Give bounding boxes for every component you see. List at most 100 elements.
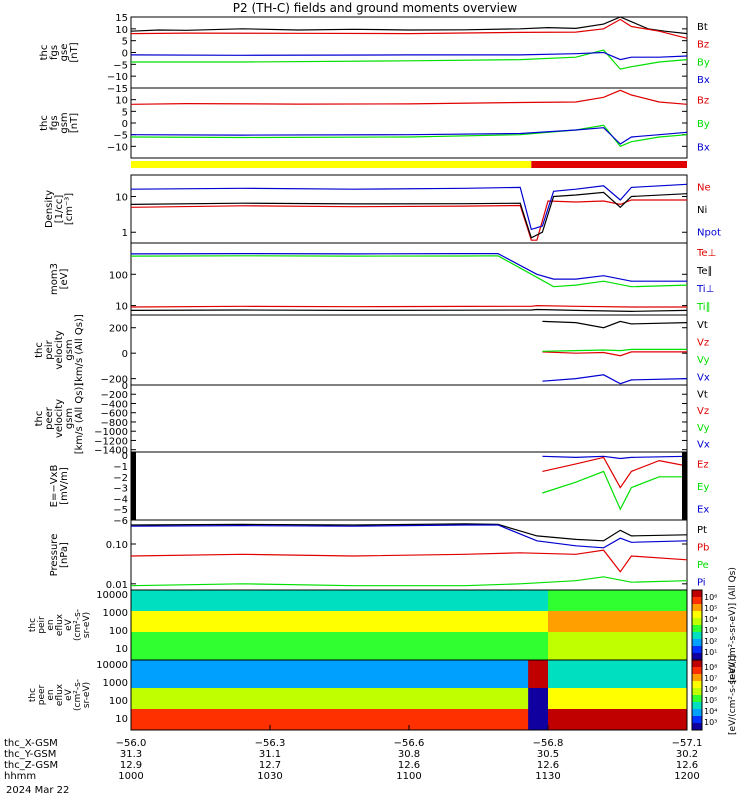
y-axis-label: en — [46, 619, 56, 630]
spectrogram-cell — [548, 625, 569, 633]
spectrogram-cell — [627, 632, 648, 640]
spectrogram-cell — [289, 660, 311, 668]
spectrogram-cell — [329, 590, 350, 598]
x-axis-row-label: thc_Z-GSM — [4, 760, 58, 771]
spectrogram-cell — [428, 604, 450, 612]
spectrogram-cell — [567, 716, 589, 724]
legend-entry: Vx — [697, 440, 710, 451]
series-line — [130, 523, 688, 542]
spectrogram-cell — [428, 667, 450, 675]
spectrogram-cell — [607, 618, 628, 626]
spectrogram-cell — [329, 709, 350, 717]
spectrogram-cell — [468, 681, 489, 689]
spectrogram-cell — [289, 716, 311, 724]
spectrogram-cell — [150, 709, 172, 717]
spectrogram-cell — [647, 604, 668, 612]
y-tick-label: −400 — [101, 399, 128, 410]
spectrogram-cell — [567, 604, 589, 612]
mode-bar-segment — [131, 161, 532, 168]
legend-entry: Vz — [697, 406, 709, 417]
spectrogram-cell — [409, 723, 430, 731]
spectrogram-cell — [528, 723, 549, 731]
spectrogram-cell — [409, 688, 430, 696]
spectrogram-cell — [607, 611, 628, 619]
series-line — [130, 199, 687, 241]
x-tick-label: 12.7 — [259, 760, 281, 771]
spectrogram-cell — [190, 674, 211, 682]
y-tick-label: −2 — [113, 473, 128, 484]
y-axis-label: peir — [44, 339, 55, 359]
spectrogram-cell — [369, 611, 390, 619]
spectrogram-cell — [150, 639, 172, 647]
y-axis-label: peer — [37, 684, 47, 705]
spectrogram-cell — [548, 597, 569, 605]
spectrogram-cell — [508, 597, 529, 605]
spectrogram-cell — [250, 667, 271, 675]
spectrogram-cell — [230, 590, 251, 598]
spectrogram-cell — [131, 723, 152, 731]
spectrogram-cell — [667, 653, 688, 661]
y-axis-label: [eV] — [59, 269, 70, 290]
spectrogram-cell — [627, 667, 648, 675]
spectrogram-cell — [409, 653, 430, 661]
spectrogram-cell — [210, 618, 231, 626]
spectrogram-cell — [607, 646, 628, 654]
spectrogram-cell — [210, 681, 231, 689]
spectrogram-cell — [131, 653, 152, 661]
y-tick-label: −5 — [113, 60, 128, 71]
spectrogram-cell — [270, 723, 291, 731]
legend-entry: Ne — [697, 182, 711, 193]
spectrogram-cell — [587, 618, 609, 626]
spectrogram-cell — [170, 604, 192, 612]
y-tick-label: −200 — [101, 375, 128, 386]
spectrogram-cell — [270, 618, 291, 626]
y-axis-label: gsm — [64, 408, 75, 429]
spectrogram-cell — [488, 632, 509, 640]
x-tick-label: 12.6 — [537, 760, 559, 771]
spectrogram-cell — [528, 667, 549, 675]
spectrogram-cell — [667, 674, 688, 682]
series-line — [130, 524, 688, 549]
spectrogram-cell — [409, 660, 430, 668]
spectrogram-cell — [468, 625, 489, 633]
spectrogram-cell — [567, 653, 589, 661]
spectrogram-cell — [369, 632, 390, 640]
spectrogram-cell — [627, 618, 648, 626]
spectrogram-cell — [349, 646, 370, 654]
spectrogram-cell — [448, 709, 470, 717]
spectrogram-cell — [389, 716, 410, 724]
spectrogram-cell — [270, 597, 291, 605]
spectrogram-cell — [389, 709, 410, 717]
spectrogram-cell — [131, 702, 152, 710]
panel-frame — [130, 451, 688, 521]
y-tick-label: −5 — [113, 131, 128, 142]
y-tick-label: −15 — [107, 84, 128, 95]
spectrogram-cell — [170, 688, 192, 696]
spectrogram-cell — [349, 625, 370, 633]
spectrogram-cell — [190, 723, 211, 731]
series-line — [130, 124, 688, 148]
spectrogram-cell — [309, 716, 331, 724]
series-line — [130, 127, 688, 145]
spectrogram-cell — [468, 716, 489, 724]
spectrogram-cell — [488, 618, 509, 626]
spectrogram-cell — [627, 702, 648, 710]
spectrogram-cell — [190, 695, 211, 703]
legend-entry: Vt — [697, 389, 708, 400]
spectrogram-cell — [230, 611, 251, 619]
spectrogram-cell — [309, 639, 331, 647]
spectrogram-cell — [250, 681, 271, 689]
spectrogram-cell — [190, 597, 211, 605]
spectrogram-cell — [508, 674, 529, 682]
spectrogram-cell — [488, 723, 509, 731]
legend-entry: Vy — [697, 423, 710, 434]
spectrogram-cell — [309, 625, 331, 633]
spectrogram-cell — [528, 597, 549, 605]
spectrogram-cell — [428, 674, 450, 682]
colorbar-cell — [692, 716, 702, 724]
spectrogram-cell — [150, 667, 172, 675]
spectrogram-cell — [508, 646, 529, 654]
spectrogram-cell — [170, 639, 192, 647]
spectrogram-cell — [488, 681, 509, 689]
spectrogram-cell — [627, 611, 648, 619]
